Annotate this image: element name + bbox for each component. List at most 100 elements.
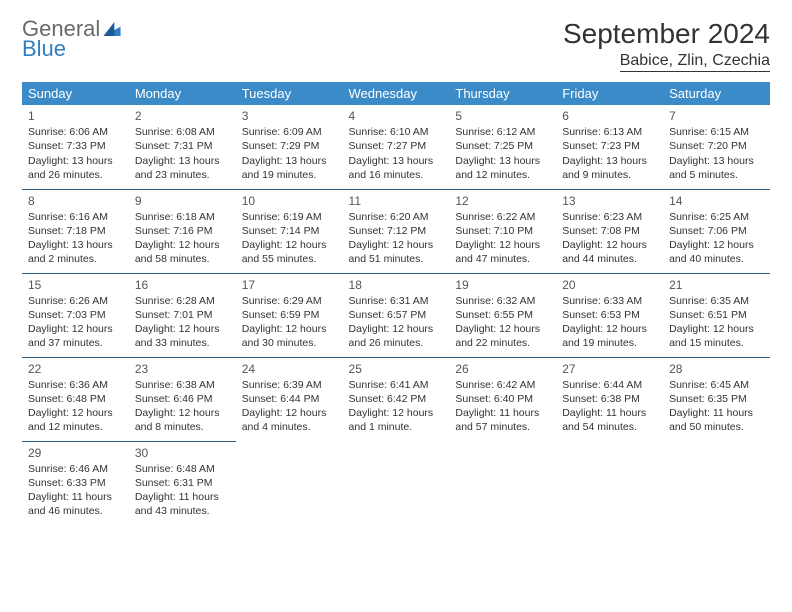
calendar-cell: 15Sunrise: 6:26 AMSunset: 7:03 PMDayligh…: [22, 273, 129, 357]
daylight-line: Daylight: 12 hours and 30 minutes.: [242, 322, 337, 350]
sunset-line: Sunset: 6:55 PM: [455, 308, 550, 322]
calendar-cell: 18Sunrise: 6:31 AMSunset: 6:57 PMDayligh…: [343, 273, 450, 357]
daylight-line: Daylight: 12 hours and 51 minutes.: [349, 238, 444, 266]
day-number: 7: [669, 108, 764, 124]
sunrise-line: Sunrise: 6:28 AM: [135, 294, 230, 308]
calendar-cell: 10Sunrise: 6:19 AMSunset: 7:14 PMDayligh…: [236, 189, 343, 273]
sunrise-line: Sunrise: 6:33 AM: [562, 294, 657, 308]
sunrise-line: Sunrise: 6:19 AM: [242, 210, 337, 224]
sunrise-line: Sunrise: 6:20 AM: [349, 210, 444, 224]
day-number: 3: [242, 108, 337, 124]
day-number: 28: [669, 361, 764, 377]
daylight-line: Daylight: 13 hours and 19 minutes.: [242, 154, 337, 182]
sunset-line: Sunset: 6:31 PM: [135, 476, 230, 490]
calendar-table: Sunday Monday Tuesday Wednesday Thursday…: [22, 82, 770, 525]
day-number: 5: [455, 108, 550, 124]
calendar-cell: 27Sunrise: 6:44 AMSunset: 6:38 PMDayligh…: [556, 357, 663, 441]
day-number: 6: [562, 108, 657, 124]
day-number: 2: [135, 108, 230, 124]
sunrise-line: Sunrise: 6:06 AM: [28, 125, 123, 139]
calendar-row: 29Sunrise: 6:46 AMSunset: 6:33 PMDayligh…: [22, 441, 770, 525]
calendar-row: 22Sunrise: 6:36 AMSunset: 6:48 PMDayligh…: [22, 357, 770, 441]
day-number: 15: [28, 277, 123, 293]
daylight-line: Daylight: 12 hours and 26 minutes.: [349, 322, 444, 350]
calendar-cell: 17Sunrise: 6:29 AMSunset: 6:59 PMDayligh…: [236, 273, 343, 357]
day-header: Wednesday: [343, 82, 450, 105]
sunset-line: Sunset: 6:48 PM: [28, 392, 123, 406]
sunset-line: Sunset: 7:33 PM: [28, 139, 123, 153]
sunset-line: Sunset: 7:03 PM: [28, 308, 123, 322]
sunrise-line: Sunrise: 6:15 AM: [669, 125, 764, 139]
title-block: September 2024 Babice, Zlin, Czechia: [563, 18, 770, 72]
sunset-line: Sunset: 7:23 PM: [562, 139, 657, 153]
daylight-line: Daylight: 12 hours and 58 minutes.: [135, 238, 230, 266]
day-header: Sunday: [22, 82, 129, 105]
calendar-cell: 5Sunrise: 6:12 AMSunset: 7:25 PMDaylight…: [449, 105, 556, 189]
sunrise-line: Sunrise: 6:42 AM: [455, 378, 550, 392]
calendar-cell: 29Sunrise: 6:46 AMSunset: 6:33 PMDayligh…: [22, 441, 129, 525]
sunrise-line: Sunrise: 6:12 AM: [455, 125, 550, 139]
sunrise-line: Sunrise: 6:22 AM: [455, 210, 550, 224]
sunset-line: Sunset: 6:42 PM: [349, 392, 444, 406]
sunset-line: Sunset: 7:18 PM: [28, 224, 123, 238]
sunset-line: Sunset: 7:08 PM: [562, 224, 657, 238]
day-number: 25: [349, 361, 444, 377]
day-number: 19: [455, 277, 550, 293]
calendar-cell: 14Sunrise: 6:25 AMSunset: 7:06 PMDayligh…: [663, 189, 770, 273]
calendar-row: 8Sunrise: 6:16 AMSunset: 7:18 PMDaylight…: [22, 189, 770, 273]
sunrise-line: Sunrise: 6:45 AM: [669, 378, 764, 392]
day-header: Saturday: [663, 82, 770, 105]
daylight-line: Daylight: 12 hours and 4 minutes.: [242, 406, 337, 434]
calendar-cell: 9Sunrise: 6:18 AMSunset: 7:16 PMDaylight…: [129, 189, 236, 273]
sunset-line: Sunset: 7:14 PM: [242, 224, 337, 238]
sunrise-line: Sunrise: 6:08 AM: [135, 125, 230, 139]
sunrise-line: Sunrise: 6:29 AM: [242, 294, 337, 308]
calendar-cell: 8Sunrise: 6:16 AMSunset: 7:18 PMDaylight…: [22, 189, 129, 273]
calendar-cell: [663, 441, 770, 525]
calendar-cell: [449, 441, 556, 525]
calendar-cell: 2Sunrise: 6:08 AMSunset: 7:31 PMDaylight…: [129, 105, 236, 189]
day-number: 4: [349, 108, 444, 124]
calendar-cell: 23Sunrise: 6:38 AMSunset: 6:46 PMDayligh…: [129, 357, 236, 441]
month-title: September 2024: [563, 18, 770, 50]
calendar-cell: 12Sunrise: 6:22 AMSunset: 7:10 PMDayligh…: [449, 189, 556, 273]
day-header: Friday: [556, 82, 663, 105]
calendar-cell: 7Sunrise: 6:15 AMSunset: 7:20 PMDaylight…: [663, 105, 770, 189]
daylight-line: Daylight: 12 hours and 44 minutes.: [562, 238, 657, 266]
daylight-line: Daylight: 12 hours and 55 minutes.: [242, 238, 337, 266]
sunset-line: Sunset: 7:31 PM: [135, 139, 230, 153]
daylight-line: Daylight: 11 hours and 46 minutes.: [28, 490, 123, 518]
sunrise-line: Sunrise: 6:41 AM: [349, 378, 444, 392]
sunrise-line: Sunrise: 6:39 AM: [242, 378, 337, 392]
daylight-line: Daylight: 12 hours and 19 minutes.: [562, 322, 657, 350]
sunset-line: Sunset: 7:27 PM: [349, 139, 444, 153]
calendar-cell: 25Sunrise: 6:41 AMSunset: 6:42 PMDayligh…: [343, 357, 450, 441]
sunset-line: Sunset: 7:12 PM: [349, 224, 444, 238]
sunrise-line: Sunrise: 6:36 AM: [28, 378, 123, 392]
calendar-cell: [343, 441, 450, 525]
daylight-line: Daylight: 12 hours and 33 minutes.: [135, 322, 230, 350]
location: Babice, Zlin, Czechia: [620, 52, 770, 72]
calendar-cell: 20Sunrise: 6:33 AMSunset: 6:53 PMDayligh…: [556, 273, 663, 357]
calendar-row: 15Sunrise: 6:26 AMSunset: 7:03 PMDayligh…: [22, 273, 770, 357]
sunset-line: Sunset: 7:06 PM: [669, 224, 764, 238]
sunset-line: Sunset: 7:20 PM: [669, 139, 764, 153]
day-header: Monday: [129, 82, 236, 105]
sunset-line: Sunset: 7:29 PM: [242, 139, 337, 153]
daylight-line: Daylight: 12 hours and 1 minute.: [349, 406, 444, 434]
sunset-line: Sunset: 6:33 PM: [28, 476, 123, 490]
sunset-line: Sunset: 6:46 PM: [135, 392, 230, 406]
day-header: Tuesday: [236, 82, 343, 105]
daylight-line: Daylight: 12 hours and 47 minutes.: [455, 238, 550, 266]
day-number: 26: [455, 361, 550, 377]
calendar-cell: 4Sunrise: 6:10 AMSunset: 7:27 PMDaylight…: [343, 105, 450, 189]
calendar-cell: 13Sunrise: 6:23 AMSunset: 7:08 PMDayligh…: [556, 189, 663, 273]
sunset-line: Sunset: 7:10 PM: [455, 224, 550, 238]
sunrise-line: Sunrise: 6:48 AM: [135, 462, 230, 476]
day-number: 23: [135, 361, 230, 377]
calendar-cell: 6Sunrise: 6:13 AMSunset: 7:23 PMDaylight…: [556, 105, 663, 189]
sunrise-line: Sunrise: 6:18 AM: [135, 210, 230, 224]
calendar-cell: 30Sunrise: 6:48 AMSunset: 6:31 PMDayligh…: [129, 441, 236, 525]
calendar-cell: [236, 441, 343, 525]
day-number: 8: [28, 193, 123, 209]
